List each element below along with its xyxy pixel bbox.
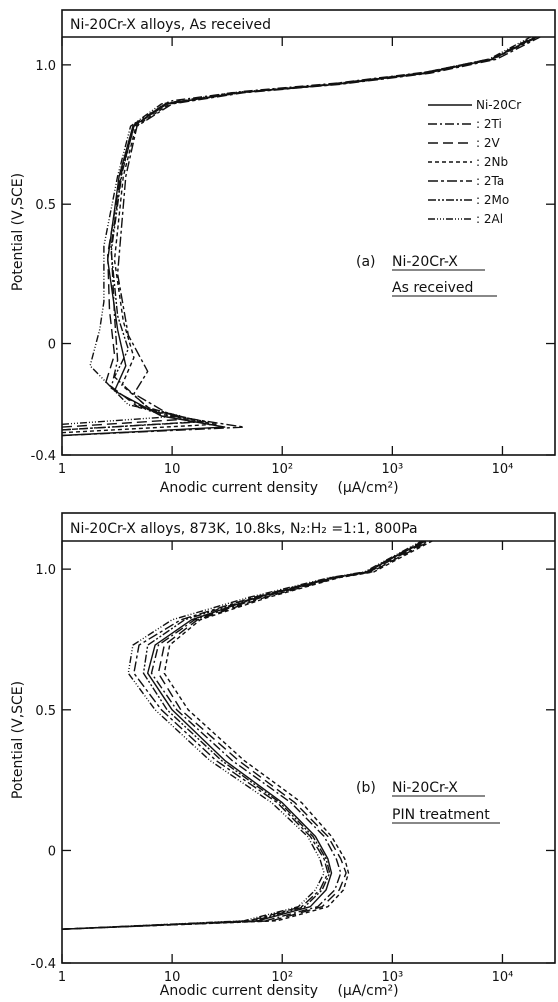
panel-b-annotation-label: (b) [356,780,376,796]
panel-a-series-2ti [61,36,539,431]
panel-a-legend: Ni-20Cr : 2Ti : 2V : 2Nb : 2Ta : 2Mo : 2Al [428,98,521,226]
panel-b-ytick-label: 0.5 [35,704,56,719]
panel-b-xtick-label: 10³ [381,970,403,985]
panel-b-series-ni-20cr [61,540,426,930]
panel-b-ticks: 1 10 10² 10³ 10⁴ -0.4 0 0.5 1.0 [31,541,555,985]
panel-a-xtick-label: 10 [164,462,181,477]
panel-a-xtick-label: 10⁴ [492,462,514,477]
panel-b-xtick-label: 10 [164,970,181,985]
panel-a-series-2al [61,36,531,425]
panel-b-series-2ti [61,540,429,930]
legend-label-2ta: : 2Ta [476,174,504,188]
panel-b-ylabel: Potential (V,SCE) [10,681,26,799]
legend-label-2nb: : 2Nb [476,155,508,169]
panel-b-ytick-label: -0.4 [31,957,56,972]
panel-b-series [61,540,433,930]
panel-a-title: Ni-20Cr-X alloys, As received [70,17,271,33]
panel-b-xunit: (μA/cm²) [337,983,398,999]
panel-a-series-2mo [61,36,536,431]
panel-a-frame [61,9,556,456]
panel-b-series-2v [61,540,431,930]
legend-label-2mo: : 2Mo [476,193,509,207]
panel-a-series-2v [61,36,534,428]
panel-a-annotation-alloy: Ni-20Cr-X [392,254,458,270]
panel-b-ytick-label: 0 [48,844,56,859]
panel-b-xtick-label: 10² [271,970,293,985]
panel-b-xtick-label: 10⁴ [492,970,514,985]
panel-a-series [61,36,541,437]
panel-b-xtick-label: 1 [58,970,66,985]
panel-a-series-2ta [61,36,541,437]
panel-a-annotation-condition: As received [392,280,473,296]
panel-a-series-2nb [61,36,538,434]
panel-b-xlabel: Anodic current density [160,983,318,999]
panel-a-xtick-label: 1 [58,462,66,477]
panel-b-ytick-label: 1.0 [35,563,56,578]
panel-b-annotation-condition: PIN treatment [392,807,490,823]
panel-a-ytick-label: -0.4 [31,449,56,464]
panel-b-series-2nb [61,540,433,930]
panel-b-annotation-alloy: Ni-20Cr-X [392,780,458,796]
legend-label-2v: : 2V [476,136,500,150]
panel-a-series-ni-20cr [61,36,536,437]
panel-a-xunit: (μA/cm²) [337,480,398,496]
legend-label-2al: : 2Al [476,212,503,226]
panel-a-ytick-label: 0 [48,338,56,353]
panel-a-ticks: 1 10 10² 10³ 10⁴ -0.4 0 0.5 1.0 [31,37,555,477]
panel-a-ylabel: Potential (V,SCE) [10,173,26,291]
panel-a: Ni-20Cr-X alloys, As received 1 10 10² 10³ 1… [10,9,556,496]
panel-a-xlabel: Anodic current density [160,480,318,496]
panel-b-frame [61,512,556,964]
panel-a-xtick-label: 10² [271,462,293,477]
panel-b-title: Ni-20Cr-X alloys, 873K, 10.8ks, N₂:H₂ =1… [70,521,418,537]
legend-label-2ti: : 2Ti [476,117,502,131]
panel-b: Ni-20Cr-X alloys, 873K, 10.8ks, N₂:H₂ =1… [10,512,556,999]
panel-a-ytick-label: 0.5 [35,198,56,213]
legend-label-ni-20cr: Ni-20Cr [476,98,521,112]
panel-a-annotation-label: (a) [356,254,376,270]
panel-b-series-2al [61,540,423,930]
panel-a-xtick-label: 10³ [381,462,403,477]
panel-a-ytick-label: 1.0 [35,59,56,74]
